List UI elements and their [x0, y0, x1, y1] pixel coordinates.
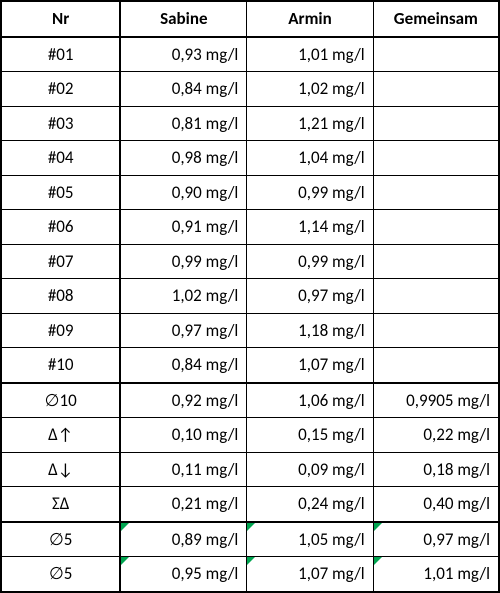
cell-sabine: 0,92 mg/l	[120, 383, 246, 418]
cell-armin: 1,18 mg/l	[247, 313, 373, 348]
cell-sabine: 0,89 mg/l	[120, 522, 246, 557]
cell-nr: #01	[1, 37, 120, 72]
table-row: Δ↓0,11 mg/l0,09 mg/l0,18 mg/l	[1, 452, 499, 487]
cell-armin: 0,99 mg/l	[247, 244, 373, 279]
table-row: ΣΔ0,21 mg/l0,24 mg/l0,40 mg/l	[1, 487, 499, 522]
cell-armin: 1,06 mg/l	[247, 383, 373, 418]
table-body: #010,93 mg/l1,01 mg/l#020,84 mg/l1,02 mg…	[1, 37, 499, 592]
cell-armin: 1,05 mg/l	[247, 522, 373, 557]
cell-nr: ∅5	[1, 522, 120, 557]
cell-armin: 1,02 mg/l	[247, 72, 373, 107]
cell-nr: #03	[1, 106, 120, 141]
cell-sabine: 0,91 mg/l	[120, 210, 246, 245]
table-row: ∅100,92 mg/l1,06 mg/l0,9905 mg/l	[1, 383, 499, 418]
cell-armin: 1,07 mg/l	[247, 557, 373, 592]
cell-armin: 0,09 mg/l	[247, 452, 373, 487]
cell-gemeinsam	[373, 37, 499, 72]
cell-gemeinsam: 0,97 mg/l	[373, 522, 499, 557]
table-row: #081,02 mg/l0,97 mg/l	[1, 279, 499, 314]
cell-gemeinsam	[373, 175, 499, 210]
cell-sabine: 1,02 mg/l	[120, 279, 246, 314]
cell-sabine: 0,84 mg/l	[120, 72, 246, 107]
cell-nr: #10	[1, 348, 120, 383]
header-nr: Nr	[1, 1, 120, 37]
table-row: #070,99 mg/l0,99 mg/l	[1, 244, 499, 279]
cell-gemeinsam	[373, 348, 499, 383]
cell-gemeinsam: 0,18 mg/l	[373, 452, 499, 487]
cell-nr: #06	[1, 210, 120, 245]
cell-armin: 1,04 mg/l	[247, 141, 373, 176]
cell-nr: #08	[1, 279, 120, 314]
cell-sabine: 0,93 mg/l	[120, 37, 246, 72]
cell-gemeinsam	[373, 106, 499, 141]
cell-armin: 1,07 mg/l	[247, 348, 373, 383]
cell-armin: 0,15 mg/l	[247, 418, 373, 453]
cell-gemeinsam	[373, 279, 499, 314]
cell-sabine: 0,97 mg/l	[120, 313, 246, 348]
table-row: #030,81 mg/l1,21 mg/l	[1, 106, 499, 141]
cell-nr: Δ↓	[1, 452, 120, 487]
cell-nr: #05	[1, 175, 120, 210]
cell-marker-icon	[121, 557, 129, 565]
cell-sabine: 0,84 mg/l	[120, 348, 246, 383]
cell-gemeinsam	[373, 72, 499, 107]
header-gemeinsam: Gemeinsam	[373, 1, 499, 37]
cell-armin: 0,99 mg/l	[247, 175, 373, 210]
table-head: Nr Sabine Armin Gemeinsam	[1, 1, 499, 37]
cell-sabine: 0,95 mg/l	[120, 557, 246, 592]
header-sabine: Sabine	[120, 1, 246, 37]
cell-nr: Δ↑	[1, 418, 120, 453]
cell-sabine: 0,21 mg/l	[120, 487, 246, 522]
cell-gemeinsam	[373, 313, 499, 348]
cell-armin: 0,97 mg/l	[247, 279, 373, 314]
cell-armin: 1,01 mg/l	[247, 37, 373, 72]
cell-gemeinsam	[373, 210, 499, 245]
table-row: #020,84 mg/l1,02 mg/l	[1, 72, 499, 107]
table-row: #060,91 mg/l1,14 mg/l	[1, 210, 499, 245]
data-table: Nr Sabine Armin Gemeinsam #010,93 mg/l1,…	[0, 0, 500, 593]
cell-gemeinsam	[373, 141, 499, 176]
cell-sabine: 0,90 mg/l	[120, 175, 246, 210]
table-row: Δ↑0,10 mg/l0,15 mg/l0,22 mg/l	[1, 418, 499, 453]
cell-sabine: 0,11 mg/l	[120, 452, 246, 487]
cell-marker-icon	[247, 523, 255, 531]
table-row: ∅50,95 mg/l1,07 mg/l1,01 mg/l	[1, 557, 499, 592]
table-row: #100,84 mg/l1,07 mg/l	[1, 348, 499, 383]
table-row: #040,98 mg/l1,04 mg/l	[1, 141, 499, 176]
cell-sabine: 0,10 mg/l	[120, 418, 246, 453]
cell-sabine: 0,99 mg/l	[120, 244, 246, 279]
cell-sabine: 0,98 mg/l	[120, 141, 246, 176]
cell-gemeinsam	[373, 244, 499, 279]
header-armin: Armin	[247, 1, 373, 37]
cell-nr: #09	[1, 313, 120, 348]
cell-marker-icon	[121, 523, 129, 531]
header-row: Nr Sabine Armin Gemeinsam	[1, 1, 499, 37]
cell-marker-icon	[374, 557, 382, 565]
cell-marker-icon	[247, 557, 255, 565]
cell-nr: ∅5	[1, 557, 120, 592]
table-row: ∅50,89 mg/l1,05 mg/l0,97 mg/l	[1, 522, 499, 557]
cell-gemeinsam: 0,9905 mg/l	[373, 383, 499, 418]
cell-nr: #04	[1, 141, 120, 176]
table-row: #090,97 mg/l1,18 mg/l	[1, 313, 499, 348]
cell-armin: 0,24 mg/l	[247, 487, 373, 522]
cell-gemeinsam: 0,40 mg/l	[373, 487, 499, 522]
cell-gemeinsam: 0,22 mg/l	[373, 418, 499, 453]
cell-nr: #07	[1, 244, 120, 279]
cell-nr: ΣΔ	[1, 487, 120, 522]
table-row: #050,90 mg/l0,99 mg/l	[1, 175, 499, 210]
cell-armin: 1,14 mg/l	[247, 210, 373, 245]
cell-nr: #02	[1, 72, 120, 107]
table-row: #010,93 mg/l1,01 mg/l	[1, 37, 499, 72]
cell-armin: 1,21 mg/l	[247, 106, 373, 141]
cell-marker-icon	[374, 523, 382, 531]
cell-sabine: 0,81 mg/l	[120, 106, 246, 141]
cell-nr: ∅10	[1, 383, 120, 418]
cell-gemeinsam: 1,01 mg/l	[373, 557, 499, 592]
